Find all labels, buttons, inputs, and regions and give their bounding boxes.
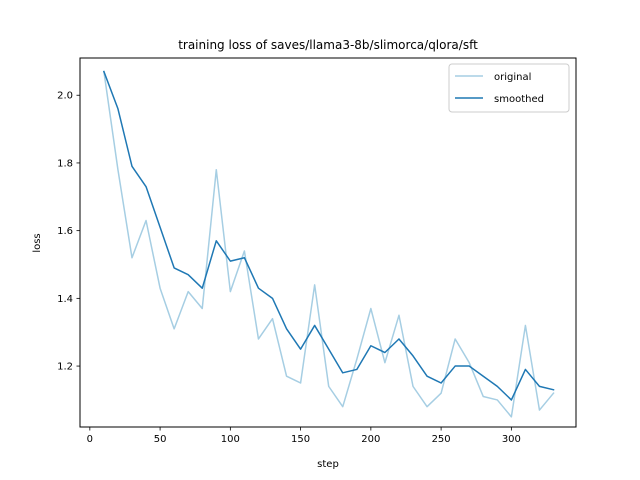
y-tick-label: 1.6 <box>57 226 73 237</box>
x-tick-label: 0 <box>87 434 93 445</box>
x-tick-label: 200 <box>361 434 380 445</box>
x-tick-label: 150 <box>291 434 310 445</box>
legend-label-original: original <box>494 72 531 83</box>
axis-ticks: 0 50 100 150 200 250 300 1.2 1.4 1.6 1.8 2.0 <box>57 91 521 445</box>
y-tick-label: 2.0 <box>57 91 73 102</box>
x-axis-label: step <box>317 459 339 470</box>
legend-label-smoothed: smoothed <box>494 94 544 105</box>
x-tick-label: 50 <box>154 434 167 445</box>
x-tick-label: 250 <box>432 434 451 445</box>
series-line-smoothed <box>102 70 555 401</box>
chart-title: training loss of saves/llama3-8b/slimorc… <box>178 38 478 52</box>
y-axis-label: loss <box>32 233 43 252</box>
legend: original smoothed <box>448 63 570 113</box>
series-lines <box>102 70 555 418</box>
y-tick-label: 1.8 <box>57 158 73 169</box>
x-tick-label: 300 <box>502 434 521 445</box>
series-line-original <box>103 70 555 418</box>
axes-frame <box>79 57 577 428</box>
x-tick-label: 100 <box>221 434 240 445</box>
y-tick-label: 1.2 <box>57 362 73 373</box>
y-tick-label: 1.4 <box>57 294 73 305</box>
